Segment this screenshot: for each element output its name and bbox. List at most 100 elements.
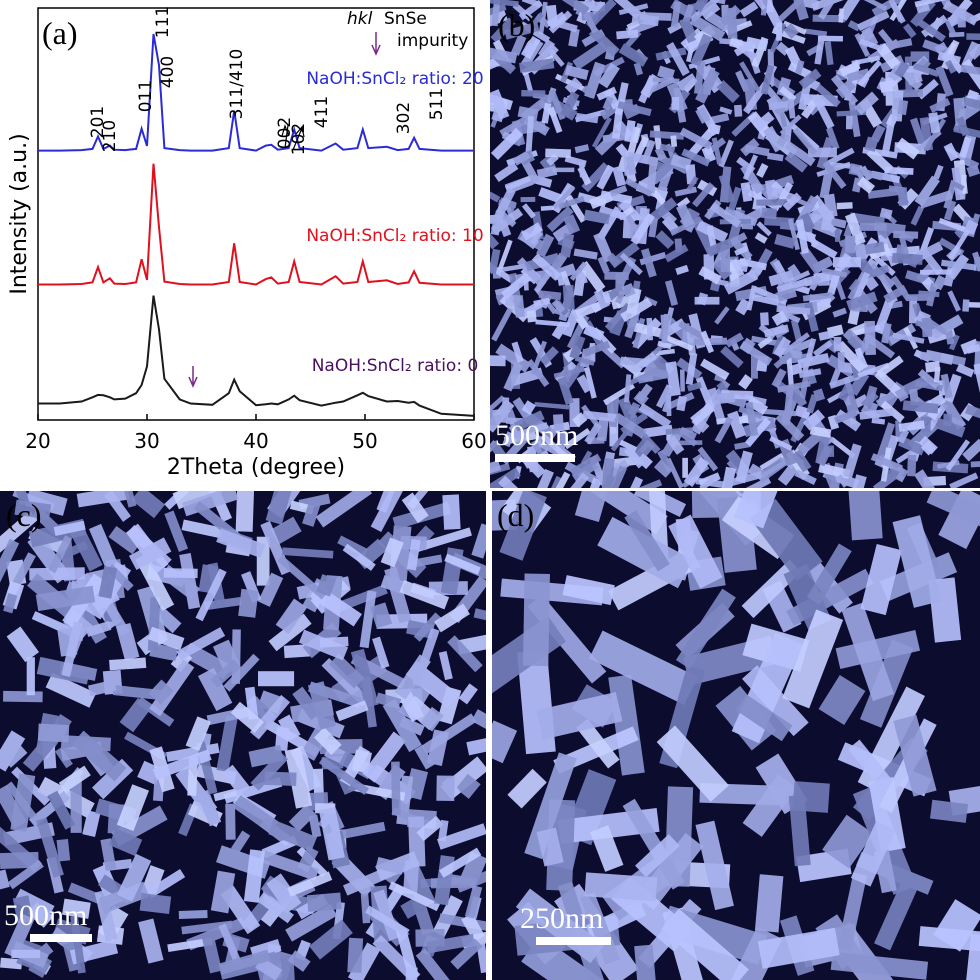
panel-label: (c) bbox=[6, 497, 42, 533]
crystal bbox=[490, 0, 519, 7]
crystal bbox=[606, 465, 628, 488]
crystal bbox=[138, 918, 164, 964]
crystal bbox=[380, 537, 404, 568]
crystal bbox=[863, 385, 878, 409]
crystal bbox=[598, 205, 627, 221]
crystal bbox=[612, 0, 642, 20]
xrd-line bbox=[38, 295, 475, 417]
crystal bbox=[833, 336, 842, 352]
crystal bbox=[968, 301, 980, 309]
crystal bbox=[738, 374, 753, 390]
crystal bbox=[673, 87, 687, 123]
crystal bbox=[464, 885, 483, 919]
crystal bbox=[455, 866, 486, 893]
x-tick-label: 20 bbox=[25, 429, 50, 453]
crystal bbox=[447, 635, 483, 673]
crystal bbox=[875, 390, 897, 407]
crystal bbox=[908, 296, 918, 324]
crystal bbox=[108, 828, 143, 857]
crystal bbox=[837, 352, 845, 369]
crystal bbox=[257, 892, 294, 924]
peak-label: 201 bbox=[88, 106, 108, 138]
crystal bbox=[624, 510, 670, 572]
crystal bbox=[536, 165, 558, 179]
crystal bbox=[623, 445, 645, 469]
crystal bbox=[167, 937, 213, 953]
crystal bbox=[347, 937, 364, 973]
crystal bbox=[776, 132, 790, 148]
crystal bbox=[437, 823, 486, 850]
crystal bbox=[538, 290, 562, 301]
crystal bbox=[243, 849, 265, 903]
crystal bbox=[201, 932, 222, 974]
crystal bbox=[756, 163, 769, 178]
crystal bbox=[536, 827, 564, 867]
crystal bbox=[847, 739, 894, 792]
crystal bbox=[754, 874, 784, 933]
crystal bbox=[739, 61, 761, 93]
crystal bbox=[943, 413, 953, 427]
crystal bbox=[859, 223, 887, 231]
crystal bbox=[706, 225, 717, 248]
crystal bbox=[651, 189, 666, 205]
crystal bbox=[626, 287, 642, 315]
crystal bbox=[492, 720, 518, 764]
crystal bbox=[67, 882, 102, 904]
crystal bbox=[626, 126, 641, 160]
crystal bbox=[846, 68, 870, 83]
crystal bbox=[857, 60, 882, 87]
crystal bbox=[944, 329, 955, 345]
crystal bbox=[874, 870, 923, 951]
crystal bbox=[471, 709, 486, 733]
crystal bbox=[972, 251, 980, 272]
crystal bbox=[893, 714, 937, 797]
crystal bbox=[627, 401, 641, 417]
crystal bbox=[365, 905, 410, 937]
crystal bbox=[36, 817, 64, 878]
crystal bbox=[745, 401, 759, 437]
crystal bbox=[520, 196, 536, 203]
crystal bbox=[439, 847, 482, 878]
crystal bbox=[328, 653, 365, 689]
crystal bbox=[837, 0, 863, 21]
crystal bbox=[935, 65, 954, 97]
crystal bbox=[848, 370, 870, 396]
crystal bbox=[787, 263, 801, 279]
crystal bbox=[438, 819, 449, 842]
crystal bbox=[676, 73, 698, 92]
crystal bbox=[103, 491, 131, 522]
crystal bbox=[665, 361, 681, 397]
crystal bbox=[490, 46, 518, 64]
crystal bbox=[280, 955, 296, 980]
crystal bbox=[881, 124, 895, 157]
crystal bbox=[360, 893, 371, 924]
crystal bbox=[446, 873, 477, 887]
crystal bbox=[456, 630, 486, 655]
crystal bbox=[893, 230, 919, 239]
crystal bbox=[800, 212, 815, 231]
crystal bbox=[709, 202, 742, 228]
crystal bbox=[719, 106, 733, 115]
crystal bbox=[502, 431, 515, 448]
crystal bbox=[508, 422, 528, 443]
crystal bbox=[213, 788, 238, 802]
crystal bbox=[563, 427, 591, 450]
crystal bbox=[763, 125, 785, 153]
crystal bbox=[427, 729, 449, 767]
crystal bbox=[609, 185, 628, 197]
crystal bbox=[728, 186, 742, 212]
crystal bbox=[854, 32, 871, 58]
crystal bbox=[107, 803, 126, 834]
crystal bbox=[116, 784, 149, 832]
crystal bbox=[58, 765, 91, 793]
peak-arrow bbox=[292, 125, 305, 151]
peak-label: 400 bbox=[158, 56, 178, 88]
crystal bbox=[540, 205, 554, 211]
crystal bbox=[949, 472, 979, 488]
crystal bbox=[578, 260, 606, 293]
crystal bbox=[564, 77, 583, 95]
crystal bbox=[225, 803, 236, 840]
crystal bbox=[633, 390, 649, 407]
crystal bbox=[646, 317, 654, 341]
crystal bbox=[948, 228, 971, 260]
